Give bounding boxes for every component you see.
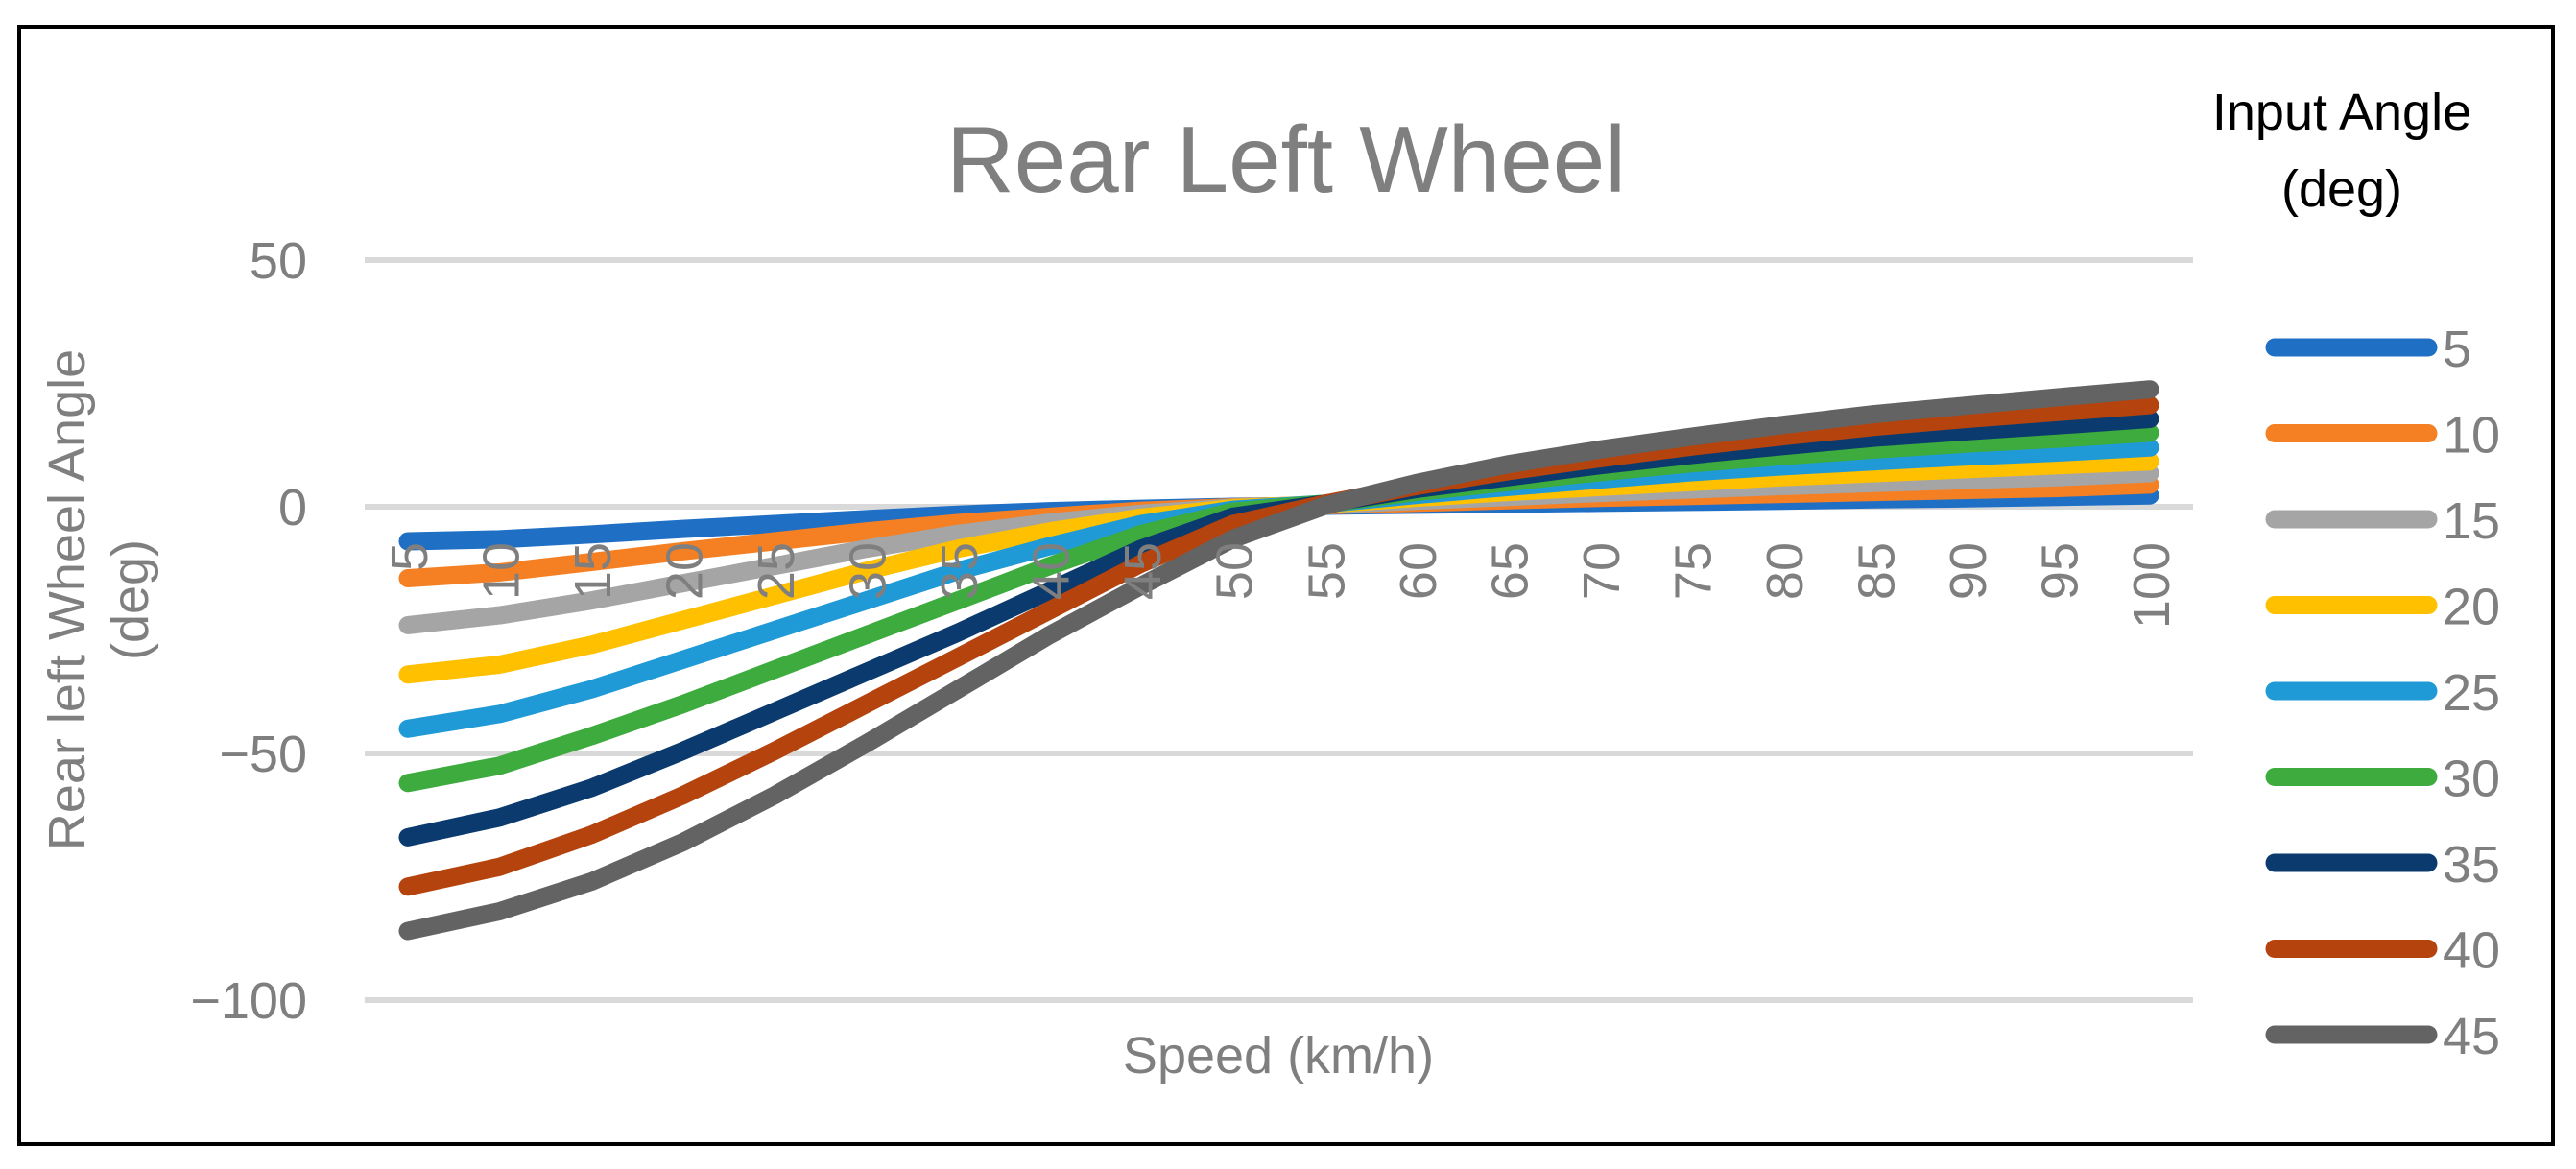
x-tick-label: 5 — [381, 542, 439, 571]
x-tick-label: 65 — [1481, 542, 1538, 600]
legend-label-45: 45 — [2443, 1008, 2500, 1065]
x-tick-label: 80 — [1756, 542, 1814, 600]
x-tick-label: 55 — [1298, 542, 1355, 600]
y-tick-label: −100 — [190, 972, 307, 1030]
y-tick-label: −50 — [219, 726, 307, 783]
x-tick-label: 75 — [1664, 542, 1722, 600]
series-lines — [398, 380, 2159, 941]
x-tick-label: 95 — [2032, 542, 2089, 600]
legend-label-25: 25 — [2443, 664, 2500, 722]
chart-title: Rear Left Wheel — [946, 107, 1626, 212]
legend: 5 10 15 20 25 30 35 40 45 — [2265, 321, 2500, 1065]
legend-label-30: 30 — [2443, 751, 2500, 808]
x-tick-label: 90 — [1940, 542, 1997, 600]
legend-title-line-2: (deg) — [2281, 160, 2402, 218]
y-axis-label-line-2: (deg) — [102, 539, 159, 660]
x-tick-label: 20 — [656, 542, 714, 600]
x-tick-label: 15 — [564, 542, 622, 600]
x-tick-label: 35 — [931, 542, 989, 600]
y-tick-label: 50 — [250, 232, 307, 290]
series-line-45 — [398, 380, 2159, 941]
x-tick-label: 10 — [473, 542, 531, 600]
legend-label-10: 10 — [2443, 407, 2500, 465]
x-tick-label: 45 — [1114, 542, 1172, 600]
x-tick-label: 40 — [1023, 542, 1081, 600]
legend-title-line-1: Input Angle — [2212, 84, 2471, 141]
legend-label-20: 20 — [2443, 579, 2500, 636]
y-axis-label-line-1: Rear left Wheel Angle — [38, 349, 96, 850]
x-tick-label: 85 — [1848, 542, 1905, 600]
y-tick-label: 0 — [278, 479, 307, 537]
legend-label-15: 15 — [2443, 492, 2500, 550]
x-tick-label: 100 — [2123, 542, 2181, 629]
x-axis-label: Speed (km/h) — [1123, 1027, 1434, 1085]
y-axis-label: Rear left Wheel Angle (deg) — [38, 349, 159, 850]
x-tick-label: 25 — [748, 542, 805, 600]
x-axis-ticks: 5 10 15 20 25 30 35 40 45 50 55 60 65 70 75 80 85 90 95 100 — [381, 542, 2181, 629]
y-axis-ticks: 50 0 −50 −100 — [190, 232, 307, 1030]
chart-frame — [17, 25, 2555, 1146]
x-tick-label: 30 — [840, 542, 897, 600]
x-tick-label: 50 — [1206, 542, 1264, 600]
x-tick-label: 60 — [1390, 542, 1447, 600]
legend-label-40: 40 — [2443, 922, 2500, 980]
legend-label-35: 35 — [2443, 836, 2500, 894]
legend-label-5: 5 — [2443, 321, 2471, 378]
x-tick-label: 70 — [1573, 542, 1631, 600]
